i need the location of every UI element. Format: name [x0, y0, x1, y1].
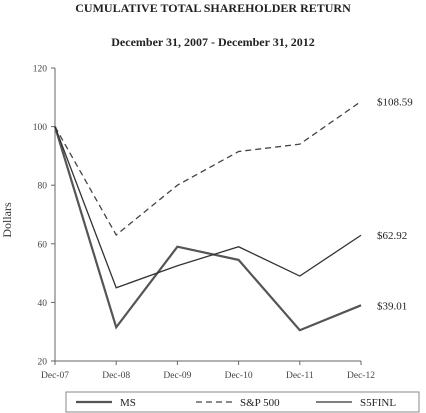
legend: MS S&P 500 S5FINL	[65, 391, 420, 413]
y-ticks: 20 40 60 80 100 120	[33, 65, 55, 368]
x-tick-label: Dec-12	[347, 371, 375, 381]
x-tick-label: Dec-07	[41, 371, 69, 381]
axes	[54, 68, 361, 362]
y-tick-label: 20	[38, 358, 48, 368]
y-tick-label: 80	[38, 182, 48, 192]
series-line-s5finl	[54, 126, 362, 289]
x-tick-label: Dec-11	[286, 371, 314, 381]
end-label-s5finl: $62.92	[377, 230, 407, 242]
chart-subtitle: December 31, 2007 - December 31, 2012	[111, 35, 315, 49]
legend-box	[65, 391, 420, 413]
end-label-s-p-500: $108.59	[377, 96, 413, 108]
y-tick-label: 60	[38, 240, 48, 250]
legend-label-ms: MS	[120, 397, 136, 409]
y-axis-label: Dollars	[0, 202, 14, 238]
series-lines	[53, 100, 362, 332]
x-tick-label: Dec-09	[163, 371, 191, 381]
chart-title: CUMULATIVE TOTAL SHAREHOLDER RETURN	[75, 1, 351, 15]
legend-label-s-p-500: S&P 500	[240, 397, 280, 409]
y-tick-label: 120	[33, 65, 48, 75]
end-label-ms: $39.01	[377, 300, 407, 312]
series-line-ms	[53, 126, 362, 332]
x-tick-label: Dec-08	[102, 371, 130, 381]
series-line-s-p-500	[54, 100, 362, 237]
x-tick-label: Dec-10	[225, 371, 253, 381]
y-tick-label: 100	[33, 123, 48, 133]
end-labels: $39.01 $108.59 $62.92	[377, 96, 413, 312]
legend-label-s5finl: S5FINL	[360, 397, 396, 409]
x-ticks: Dec-07 Dec-08 Dec-09 Dec-10 Dec-11 Dec-12	[41, 361, 375, 381]
y-tick-label: 40	[38, 299, 48, 309]
